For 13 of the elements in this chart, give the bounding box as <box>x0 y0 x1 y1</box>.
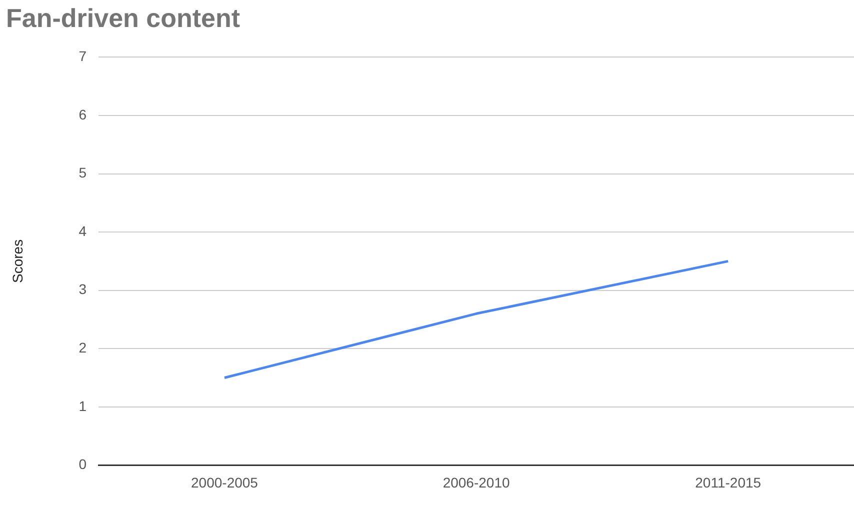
x-tick-label: 2006-2010 <box>442 474 510 490</box>
y-tick-label: 1 <box>78 398 87 414</box>
x-tick-label: 2011-2015 <box>695 474 762 490</box>
y-tick-label: 6 <box>78 106 87 122</box>
y-tick-label: 0 <box>78 456 87 472</box>
y-tick-label: 3 <box>78 281 87 298</box>
y-tick-label: 7 <box>78 48 87 64</box>
y-tick-label: 4 <box>78 222 87 239</box>
y-axis-title: Scores <box>9 239 26 283</box>
x-tick-label: 2000-2005 <box>191 474 258 490</box>
chart-title: Fan-driven content <box>6 2 240 33</box>
y-tick-label: 5 <box>78 164 87 181</box>
y-tick-label: 2 <box>78 339 87 356</box>
